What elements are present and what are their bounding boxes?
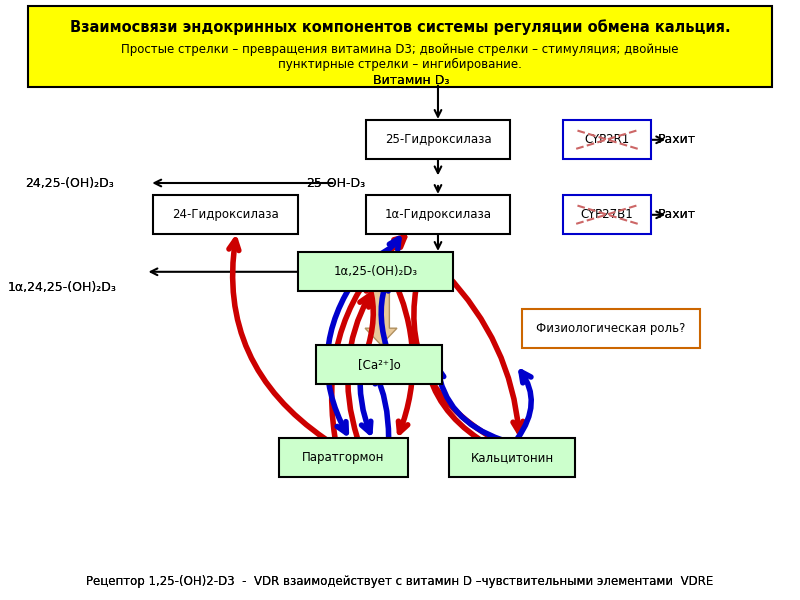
FancyBboxPatch shape [298,252,453,291]
Text: Взаимосвязи эндокринных компонентов системы регуляции обмена кальция.: Взаимосвязи эндокринных компонентов сист… [70,19,730,35]
FancyBboxPatch shape [522,309,700,348]
FancyBboxPatch shape [563,195,650,234]
Text: 25-OH-D₃: 25-OH-D₃ [306,176,365,190]
Text: 1α,24,25-(OH)₂D₃: 1α,24,25-(OH)₂D₃ [8,281,117,295]
Text: [Ca²⁺]o: [Ca²⁺]o [358,358,401,371]
Text: 24,25-(OH)₂D₃: 24,25-(OH)₂D₃ [26,176,114,190]
FancyBboxPatch shape [366,120,510,159]
Text: 25-Гидроксилаза: 25-Гидроксилаза [385,133,491,146]
FancyBboxPatch shape [317,345,442,384]
Text: CYP27B1: CYP27B1 [581,208,634,221]
Text: Рахит: Рахит [658,208,696,221]
FancyBboxPatch shape [450,438,574,477]
Text: 1α-Гидроксилаза: 1α-Гидроксилаза [385,208,491,221]
FancyBboxPatch shape [563,120,650,159]
Text: CYP2R1: CYP2R1 [584,133,630,146]
Text: Рецептор 1,25-(OH)2-D3  -  VDR взаимодействует с витамин D –чувствительными элем: Рецептор 1,25-(OH)2-D3 - VDR взаимодейст… [86,575,714,589]
Text: 24,25-(OH)₂D₃: 24,25-(OH)₂D₃ [26,176,114,190]
Text: Физиологическая роль?: Физиологическая роль? [536,322,686,335]
FancyBboxPatch shape [278,438,408,477]
Text: 25-OH-D₃: 25-OH-D₃ [306,176,365,190]
Text: Витамин D₃: Витамин D₃ [374,74,450,88]
Text: Простые стрелки – превращения витамина D3; двойные стрелки – стимуляция; двойные: Простые стрелки – превращения витамина D… [122,43,678,71]
Text: Рахит: Рахит [658,133,696,146]
Polygon shape [365,288,397,345]
FancyBboxPatch shape [366,195,510,234]
Text: Рахит: Рахит [658,208,696,221]
Text: Рахит: Рахит [658,133,696,146]
Text: Паратгормон: Паратгормон [302,451,384,464]
Text: 24-Гидроксилаза: 24-Гидроксилаза [172,208,278,221]
FancyBboxPatch shape [28,6,772,87]
Text: 1α,24,25-(OH)₂D₃: 1α,24,25-(OH)₂D₃ [8,281,117,295]
Text: Рецептор 1,25-(OH)2-D3  -  VDR взаимодействует с витамин D –чувствительными элем: Рецептор 1,25-(OH)2-D3 - VDR взаимодейст… [86,575,714,589]
Text: Витамин D₃: Витамин D₃ [374,74,450,88]
Text: Кальцитонин: Кальцитонин [470,451,554,464]
Text: 1α,25-(OH)₂D₃: 1α,25-(OH)₂D₃ [334,265,418,278]
FancyBboxPatch shape [154,195,298,234]
